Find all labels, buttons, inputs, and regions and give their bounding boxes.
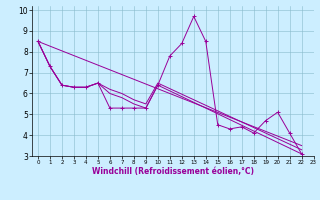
X-axis label: Windchill (Refroidissement éolien,°C): Windchill (Refroidissement éolien,°C) — [92, 167, 254, 176]
